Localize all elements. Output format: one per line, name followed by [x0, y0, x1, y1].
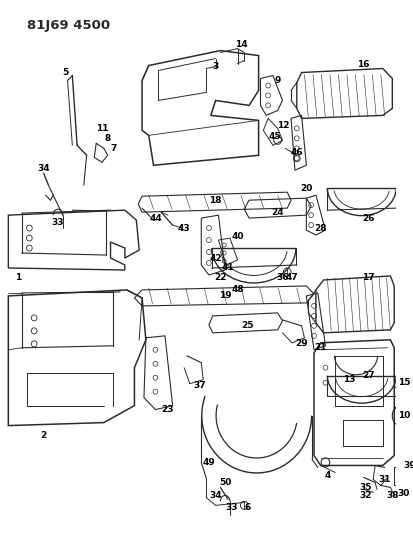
Text: 47: 47 — [285, 273, 298, 282]
Text: 12: 12 — [277, 121, 289, 130]
Text: 19: 19 — [218, 292, 231, 301]
Text: 46: 46 — [290, 148, 302, 157]
Text: 32: 32 — [358, 491, 371, 500]
Text: 33: 33 — [52, 217, 64, 227]
Text: 38: 38 — [385, 491, 398, 500]
Text: 36: 36 — [275, 273, 288, 282]
Text: 27: 27 — [361, 371, 374, 380]
Text: 20: 20 — [299, 184, 312, 193]
Text: 14: 14 — [235, 40, 247, 49]
Text: 10: 10 — [396, 411, 409, 420]
Text: 33: 33 — [225, 503, 237, 512]
Text: 21: 21 — [314, 343, 326, 352]
Text: 45: 45 — [268, 132, 280, 141]
Text: 9: 9 — [274, 76, 280, 85]
Text: 11: 11 — [95, 124, 108, 133]
Text: 7: 7 — [110, 144, 116, 153]
Text: 16: 16 — [356, 60, 369, 69]
Text: 81J69 4500: 81J69 4500 — [27, 19, 110, 31]
Text: 30: 30 — [396, 489, 409, 498]
Text: 34: 34 — [209, 491, 221, 500]
Text: 50: 50 — [218, 478, 231, 487]
Text: 8: 8 — [104, 134, 111, 143]
Text: 17: 17 — [361, 273, 374, 282]
Text: 43: 43 — [177, 224, 190, 232]
Text: 49: 49 — [202, 458, 215, 467]
Text: 1: 1 — [15, 273, 21, 282]
Text: 4: 4 — [323, 471, 330, 480]
Text: 34: 34 — [37, 164, 50, 173]
Text: 35: 35 — [358, 483, 371, 492]
Text: 5: 5 — [62, 68, 69, 77]
Text: 39: 39 — [402, 461, 413, 470]
Text: 6: 6 — [243, 503, 249, 512]
Text: 22: 22 — [214, 273, 226, 282]
Text: 24: 24 — [271, 208, 283, 216]
Text: 48: 48 — [231, 286, 243, 294]
Text: 2: 2 — [40, 431, 47, 440]
Text: 28: 28 — [314, 224, 326, 232]
Text: 13: 13 — [342, 375, 355, 384]
Text: 29: 29 — [294, 340, 307, 348]
Text: 26: 26 — [361, 214, 374, 223]
Text: 40: 40 — [231, 231, 243, 240]
Text: 3: 3 — [212, 62, 218, 71]
Text: 18: 18 — [209, 196, 221, 205]
Text: 25: 25 — [240, 321, 253, 330]
Text: 41: 41 — [221, 263, 234, 272]
Text: 44: 44 — [150, 214, 162, 223]
Text: 23: 23 — [161, 405, 174, 414]
Text: 15: 15 — [396, 378, 409, 387]
Text: 37: 37 — [192, 381, 205, 390]
Text: 42: 42 — [209, 254, 221, 263]
Text: 31: 31 — [377, 475, 390, 484]
